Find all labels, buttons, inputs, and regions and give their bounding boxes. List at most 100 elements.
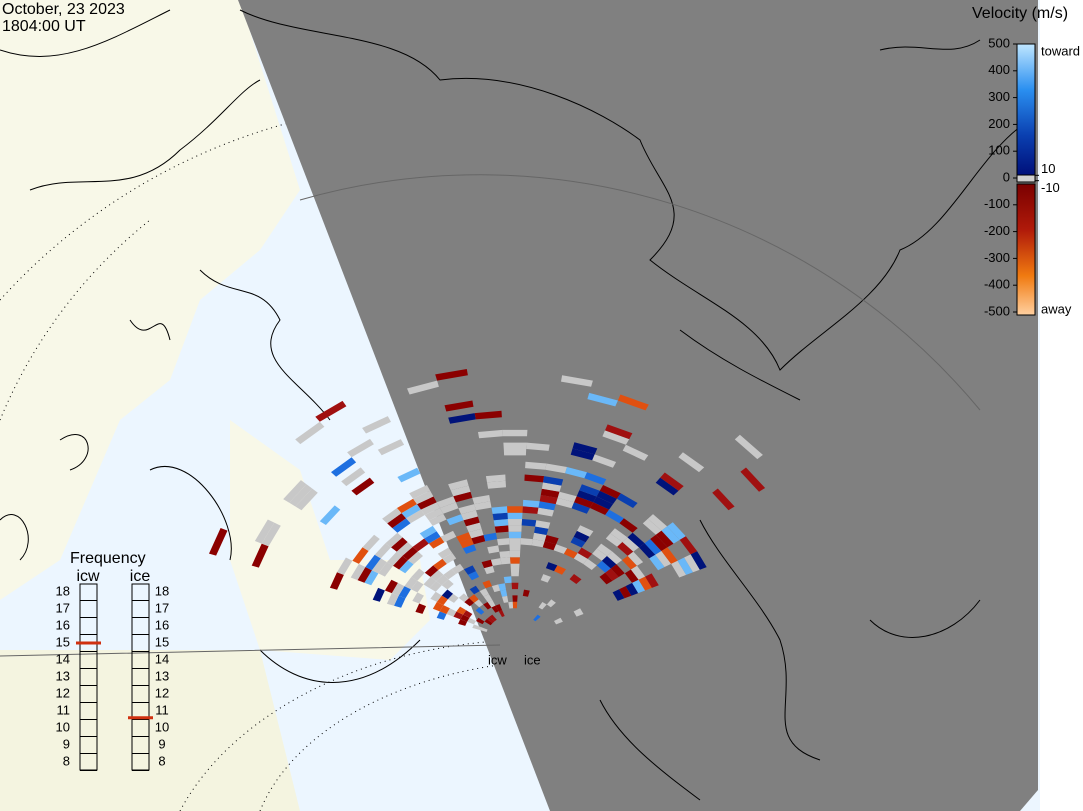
range-cell bbox=[401, 504, 421, 519]
range-cell bbox=[509, 544, 521, 551]
range-cell bbox=[563, 548, 578, 559]
range-cell bbox=[351, 477, 375, 496]
range-cell bbox=[522, 589, 530, 597]
range-cell bbox=[397, 498, 417, 514]
range-cell bbox=[546, 599, 556, 608]
range-cell bbox=[491, 584, 501, 593]
range-cell bbox=[577, 547, 593, 559]
range-cell bbox=[482, 580, 492, 589]
range-cell bbox=[444, 400, 474, 412]
range-cell bbox=[503, 442, 527, 449]
range-cell bbox=[409, 485, 431, 499]
range-cell bbox=[510, 563, 520, 570]
range-cell bbox=[544, 535, 559, 545]
range-cell bbox=[374, 543, 391, 559]
range-cell bbox=[520, 538, 533, 546]
colorbar-zero bbox=[1016, 174, 1036, 183]
range-cell bbox=[430, 591, 442, 602]
range-cell bbox=[362, 416, 391, 434]
range-cell bbox=[443, 568, 456, 580]
range-cell bbox=[599, 485, 621, 499]
range-cell bbox=[508, 601, 514, 609]
range-cell bbox=[439, 605, 450, 614]
range-cell bbox=[357, 567, 372, 583]
range-cell bbox=[337, 557, 353, 575]
range-cell bbox=[599, 572, 613, 585]
range-cell bbox=[467, 617, 476, 625]
range-cell bbox=[329, 572, 344, 590]
range-cell bbox=[386, 593, 399, 606]
scale-title: Velocity (m/s) bbox=[972, 5, 1068, 22]
range-cell bbox=[494, 525, 509, 533]
range-cell bbox=[661, 526, 680, 544]
range-cell bbox=[464, 598, 475, 607]
range-cell bbox=[545, 463, 567, 474]
range-cell bbox=[639, 543, 656, 559]
range-cell bbox=[630, 565, 646, 580]
frequency-tick-label: 16 bbox=[56, 617, 70, 632]
range-cell bbox=[450, 485, 471, 497]
range-cell bbox=[469, 585, 480, 595]
frequency-tick-label: 14 bbox=[56, 651, 70, 666]
range-cell bbox=[532, 532, 547, 542]
range-cell bbox=[487, 480, 506, 489]
range-cell bbox=[341, 467, 366, 487]
range-cell bbox=[570, 536, 586, 548]
range-cell bbox=[392, 518, 411, 533]
frequency-tick-label: 17 bbox=[155, 600, 169, 615]
range-cell bbox=[489, 614, 497, 622]
range-cell bbox=[542, 541, 557, 551]
frequency-tick-label: 18 bbox=[155, 583, 169, 598]
range-cell bbox=[584, 472, 607, 485]
range-cell bbox=[592, 548, 607, 561]
range-cell bbox=[429, 581, 442, 592]
range-cell bbox=[377, 439, 405, 456]
scale-tick-label: -10 bbox=[1041, 180, 1060, 195]
date: October, 23 2023 bbox=[2, 1, 125, 18]
range-cell bbox=[458, 593, 469, 603]
range-cell bbox=[398, 586, 411, 599]
range-cell bbox=[571, 502, 590, 514]
range-cell bbox=[209, 528, 228, 556]
range-cell bbox=[644, 539, 662, 555]
radar-label: icw bbox=[488, 652, 507, 667]
range-cell bbox=[601, 556, 617, 569]
range-cell bbox=[419, 525, 437, 539]
range-cell bbox=[627, 532, 645, 548]
range-cell bbox=[490, 558, 502, 566]
range-cell bbox=[498, 583, 506, 591]
range-cell bbox=[453, 491, 473, 503]
range-cell bbox=[502, 429, 528, 437]
frequency-tick-label: 13 bbox=[56, 668, 70, 683]
range-cell bbox=[605, 568, 619, 581]
range-cell bbox=[446, 608, 457, 617]
range-cell bbox=[485, 474, 506, 483]
range-cell bbox=[469, 594, 479, 603]
frequency-tick-label: 10 bbox=[56, 719, 70, 734]
range-cell bbox=[384, 579, 398, 594]
range-cell bbox=[481, 559, 493, 569]
range-cell bbox=[619, 518, 638, 533]
range-cell bbox=[261, 522, 281, 547]
range-cell bbox=[437, 547, 453, 559]
range-cell bbox=[378, 562, 393, 577]
range-cell bbox=[440, 530, 457, 543]
range-cell bbox=[484, 619, 493, 626]
range-cell bbox=[495, 604, 503, 612]
range-cell bbox=[500, 557, 511, 565]
frequency-title: Frequency bbox=[70, 550, 146, 567]
range-cell bbox=[404, 577, 418, 590]
range-cell bbox=[583, 558, 597, 570]
range-cell bbox=[573, 530, 590, 543]
range-cell bbox=[712, 488, 735, 511]
frequency-tick-label: 9 bbox=[158, 736, 165, 751]
range-cell bbox=[474, 410, 502, 420]
range-cell bbox=[440, 502, 459, 514]
range-cell bbox=[511, 582, 519, 590]
range-cell bbox=[596, 560, 611, 573]
frequency-tick-label: 8 bbox=[63, 753, 70, 768]
range-cell bbox=[508, 531, 522, 539]
range-cell bbox=[610, 564, 625, 577]
range-cell bbox=[690, 551, 707, 570]
range-cell bbox=[331, 457, 357, 477]
